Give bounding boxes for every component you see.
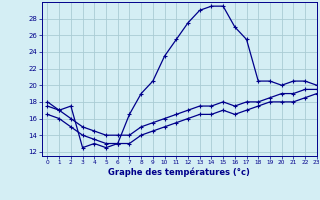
X-axis label: Graphe des températures (°c): Graphe des températures (°c) (108, 168, 250, 177)
